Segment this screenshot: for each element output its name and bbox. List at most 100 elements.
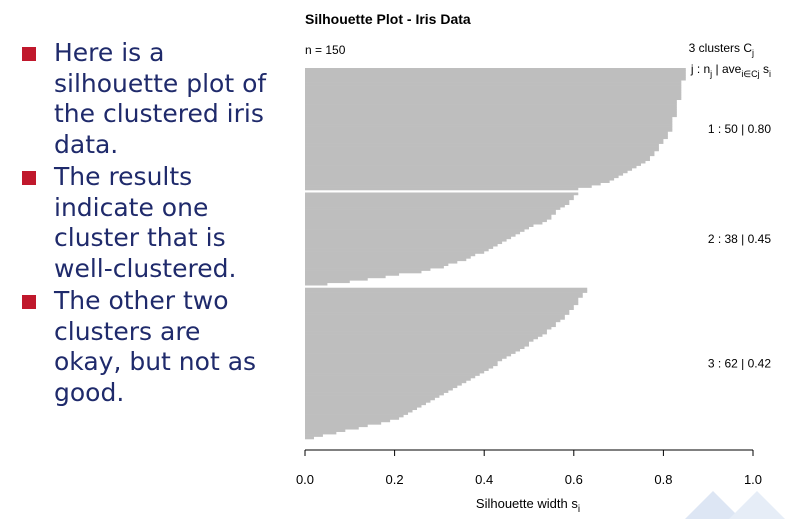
silhouette-bar bbox=[305, 168, 633, 171]
cluster-label: 2 : 38 | 0.45 bbox=[708, 232, 771, 246]
silhouette-bar bbox=[305, 290, 588, 293]
x-tick-label: 0.0 bbox=[296, 472, 314, 487]
silhouette-bar bbox=[305, 309, 570, 313]
silhouette-bar bbox=[305, 94, 682, 98]
columns-header-b: | ave bbox=[712, 62, 741, 76]
columns-header-c-sub: i bbox=[769, 69, 771, 79]
silhouette-bar bbox=[305, 248, 489, 252]
silhouette-bar bbox=[305, 429, 346, 432]
columns-header-b-sub: i∈Cj bbox=[741, 69, 759, 79]
silhouette-bar bbox=[305, 89, 682, 93]
clusters-header-text: 3 clusters C bbox=[689, 41, 753, 55]
silhouette-bar bbox=[305, 363, 498, 367]
silhouette-bar bbox=[305, 87, 682, 91]
silhouette-bar bbox=[305, 80, 682, 83]
x-axis-label-text: Silhouette width s bbox=[476, 496, 578, 511]
silhouette-bar bbox=[305, 124, 673, 127]
silhouette-bar bbox=[305, 175, 619, 179]
silhouette-bar bbox=[305, 407, 417, 411]
chart-title: Silhouette Plot - Iris Data bbox=[305, 11, 471, 27]
x-ticks-group: 0.0 0.2 0.4 0.6 0.8 1.0 bbox=[296, 450, 762, 487]
silhouette-bar bbox=[305, 212, 556, 215]
silhouette-bar bbox=[305, 229, 525, 232]
silhouette-bar bbox=[305, 246, 494, 249]
silhouette-bar bbox=[305, 199, 570, 203]
silhouette-bar bbox=[305, 431, 337, 435]
clusters-header: 3 clusters Cj bbox=[689, 41, 754, 58]
silhouette-bar bbox=[305, 172, 624, 176]
silhouette-bar bbox=[305, 216, 552, 220]
silhouette-bar bbox=[305, 121, 673, 125]
silhouette-bar bbox=[305, 304, 574, 308]
silhouette-bar bbox=[305, 219, 547, 223]
silhouette-bar bbox=[305, 270, 422, 274]
silhouette-bar bbox=[305, 268, 431, 271]
silhouette-bar bbox=[305, 163, 641, 166]
silhouette-bar bbox=[305, 153, 655, 157]
silhouette-bar bbox=[305, 343, 529, 347]
silhouette-bar bbox=[305, 197, 574, 201]
silhouette-bar bbox=[305, 70, 686, 74]
bars-group bbox=[305, 68, 686, 440]
silhouette-bar bbox=[305, 326, 552, 330]
cluster-labels-group: 1 : 50 | 0.80 2 : 38 | 0.45 3 : 62 | 0.42 bbox=[708, 122, 771, 370]
silhouette-bar bbox=[305, 68, 686, 71]
silhouette-bar bbox=[305, 202, 570, 205]
silhouette-bar bbox=[305, 348, 521, 352]
silhouette-bar bbox=[305, 282, 328, 286]
silhouette-bar bbox=[305, 192, 579, 196]
silhouette-bar bbox=[305, 424, 368, 428]
bullet-marker bbox=[22, 295, 36, 309]
silhouette-bar bbox=[305, 72, 686, 76]
silhouette-bar bbox=[305, 414, 404, 418]
silhouette-bar bbox=[305, 334, 543, 337]
x-tick-label: 1.0 bbox=[744, 472, 762, 487]
cluster-label: 1 : 50 | 0.80 bbox=[708, 122, 771, 136]
silhouette-bar bbox=[305, 399, 431, 403]
columns-header-a: j : n bbox=[690, 62, 710, 76]
silhouette-bar bbox=[305, 111, 677, 115]
silhouette-bar bbox=[305, 150, 655, 154]
silhouette-bar bbox=[305, 141, 664, 144]
silhouette-bar bbox=[305, 243, 498, 247]
silhouette-bar bbox=[305, 138, 664, 142]
x-tick-label: 0.4 bbox=[475, 472, 493, 487]
silhouette-bar bbox=[305, 99, 677, 103]
x-axis-label-sub: i bbox=[578, 504, 580, 515]
silhouette-bar bbox=[305, 321, 556, 325]
x-tick-label: 0.2 bbox=[386, 472, 404, 487]
silhouette-bar bbox=[305, 426, 359, 430]
silhouette-bar bbox=[305, 224, 534, 227]
silhouette-bar bbox=[305, 331, 547, 335]
silhouette-bar bbox=[305, 385, 458, 389]
silhouette-bar bbox=[305, 75, 686, 79]
silhouette-bar bbox=[305, 214, 552, 218]
silhouette-bar bbox=[305, 136, 668, 140]
silhouette-bar bbox=[305, 233, 516, 237]
silhouette-bar bbox=[305, 392, 444, 396]
silhouette-bar bbox=[305, 143, 659, 147]
silhouette-bar bbox=[305, 421, 382, 425]
silhouette-bar bbox=[305, 207, 561, 210]
bullet-marker bbox=[22, 171, 36, 185]
bullet-item: The other two clusters are okay, but not… bbox=[20, 286, 270, 408]
silhouette-bar bbox=[305, 382, 462, 386]
bullet-text: The results indicate one cluster that is… bbox=[54, 162, 237, 283]
silhouette-bar bbox=[305, 170, 628, 174]
silhouette-bar bbox=[305, 85, 682, 88]
x-tick-label: 0.8 bbox=[654, 472, 672, 487]
silhouette-bar bbox=[305, 275, 386, 279]
silhouette-bar bbox=[305, 390, 449, 393]
silhouette-bar bbox=[305, 365, 494, 369]
silhouette-bar bbox=[305, 104, 677, 108]
silhouette-bar bbox=[305, 82, 682, 86]
silhouette-bar bbox=[305, 263, 449, 266]
silhouette-bar bbox=[305, 329, 547, 332]
silhouette-bar bbox=[305, 360, 498, 364]
silhouette-bar bbox=[305, 102, 677, 105]
silhouette-bar bbox=[305, 260, 458, 264]
silhouette-bar bbox=[305, 97, 682, 101]
silhouette-bar bbox=[305, 292, 583, 296]
silhouette-bar bbox=[305, 165, 637, 169]
columns-header: j : nj | avei∈Cj si bbox=[690, 62, 771, 79]
